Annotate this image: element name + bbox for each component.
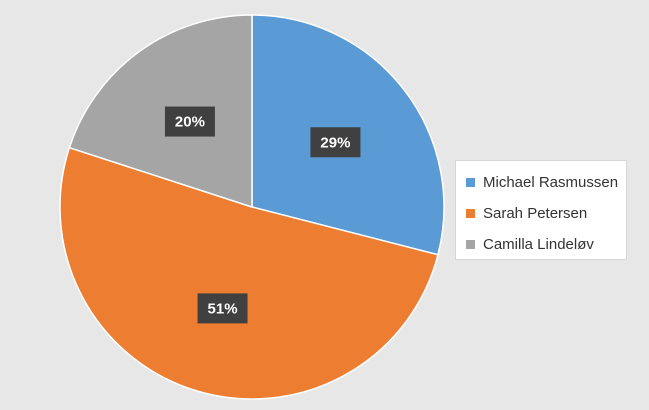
legend-label: Michael Rasmussen xyxy=(483,174,619,191)
legend-item-michael-rasmussen: Michael Rasmussen xyxy=(466,167,626,198)
data-label-box xyxy=(197,293,248,324)
legend-label: Sarah Petersen xyxy=(483,205,588,222)
legend-item-sarah-petersen: Sarah Petersen xyxy=(466,198,626,229)
legend: Michael Rasmussen Sarah Petersen Camilla… xyxy=(455,160,627,260)
legend-swatch xyxy=(466,209,475,218)
data-label: 20% xyxy=(175,114,205,131)
legend-item-camilla-lindelov: Camilla Lindeløv xyxy=(466,229,626,260)
data-label-box xyxy=(164,106,215,137)
legend-swatch xyxy=(466,240,475,249)
legend-swatch xyxy=(466,178,475,187)
pie-slice-camilla-lindel-v xyxy=(68,14,253,209)
data-label: 51% xyxy=(208,300,238,317)
pie-slices xyxy=(59,14,445,400)
pie-slice-sarah-petersen xyxy=(59,146,439,400)
legend-label: Camilla Lindeløv xyxy=(483,236,594,253)
data-label: 29% xyxy=(320,134,350,151)
pie-data-labels: 29% 51% 20% xyxy=(164,106,361,324)
data-label-box xyxy=(310,127,361,158)
